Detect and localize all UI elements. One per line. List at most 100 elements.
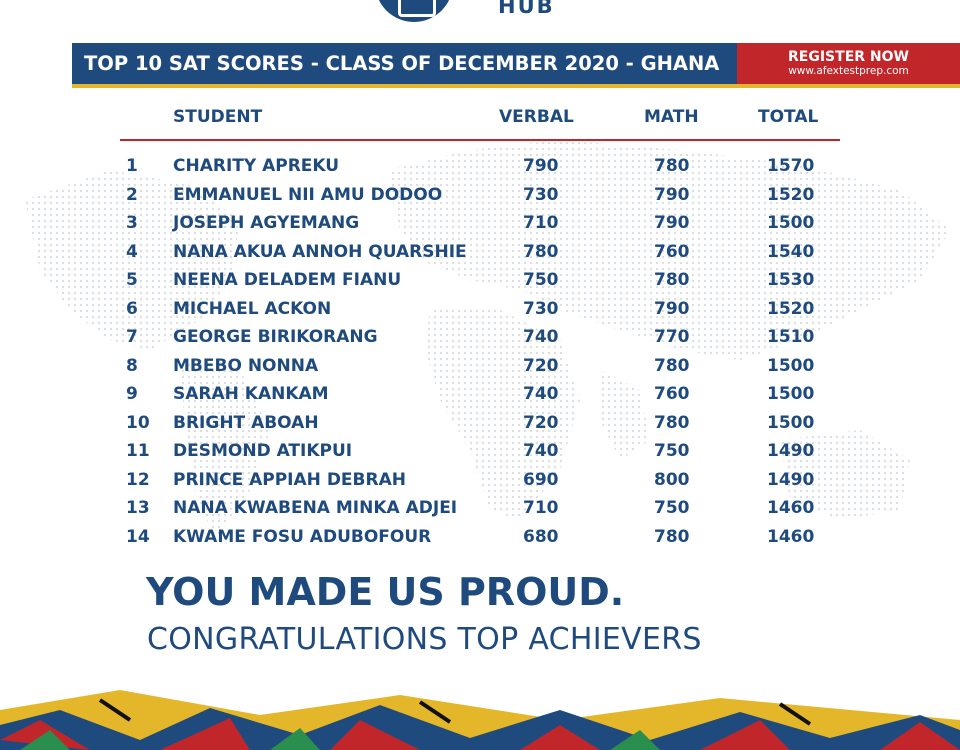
cell-rank: 5 [126, 270, 138, 290]
cell-rank: 2 [126, 184, 138, 205]
header-divider [120, 139, 840, 141]
cell-student-name: KWAME FOSU ADUBOFOUR [173, 526, 432, 547]
table-body: 1 CHARITY APREKU 790 780 1570 2 EMMANUEL NII A… [0, 152, 960, 551]
cell-total-score: 1520 [767, 298, 815, 319]
header-math: MATH [644, 107, 699, 127]
cell-total-score: 1500 [767, 213, 815, 233]
cell-student-name: DESMOND ATIKPUI [173, 441, 353, 461]
cell-rank: 9 [126, 384, 138, 404]
banner-title-block: TOP 10 SAT SCORES - CLASS OF DECEMBER 20… [72, 43, 737, 88]
cell-total-score: 1540 [767, 241, 815, 262]
cell-rank: 7 [126, 327, 138, 347]
table-row: 2 EMMANUEL NII AMU DODOO 730 790 1520 [0, 181, 960, 210]
cell-student-name: JOSEPH AGYEMANG [173, 213, 360, 233]
cell-verbal-score: 690 [523, 469, 559, 490]
cell-rank: 13 [126, 498, 150, 518]
table-row: 1 CHARITY APREKU 790 780 1570 [0, 152, 960, 181]
cell-verbal-score: 740 [523, 384, 559, 404]
cell-student-name: CHARITY APREKU [173, 156, 340, 176]
cell-math-score: 800 [654, 469, 690, 490]
decorative-pattern [0, 690, 960, 750]
cell-math-score: 780 [654, 270, 690, 290]
logo-text: HUB [498, 0, 555, 18]
cell-student-name: MICHAEL ACKON [173, 298, 332, 319]
table-row: 7 GEORGE BIRIKORANG 740 770 1510 [0, 323, 960, 352]
cell-total-score: 1500 [767, 355, 815, 376]
cell-math-score: 780 [654, 412, 690, 433]
cell-student-name: NEENA DELADEM FIANU [173, 270, 402, 290]
header-verbal: VERBAL [499, 107, 574, 127]
cell-student-name: NANA AKUA ANNOH QUARSHIE [173, 241, 467, 262]
header-total: TOTAL [758, 107, 819, 127]
cell-rank: 4 [126, 241, 138, 262]
cell-math-score: 790 [654, 298, 690, 319]
table-header: STUDENT VERBAL MATH TOTAL [0, 100, 960, 141]
cell-math-score: 780 [654, 156, 690, 176]
cell-rank: 8 [126, 355, 138, 376]
cell-verbal-score: 780 [523, 241, 559, 262]
cell-verbal-score: 740 [523, 327, 559, 347]
cell-verbal-score: 710 [523, 498, 559, 518]
cell-verbal-score: 790 [523, 156, 559, 176]
register-url-link[interactable]: www.afextestprep.com [788, 65, 909, 77]
table-row: 9 SARAH KANKAM 740 760 1500 [0, 380, 960, 409]
header-student: STUDENT [173, 107, 263, 127]
cell-total-score: 1530 [767, 270, 815, 290]
headline: YOU MADE US PROUD. [146, 570, 625, 614]
table-row: 5 NEENA DELADEM FIANU 750 780 1530 [0, 266, 960, 295]
cell-verbal-score: 740 [523, 441, 559, 461]
cell-rank: 3 [126, 213, 138, 233]
table-row: 6 MICHAEL ACKON 730 790 1520 [0, 295, 960, 324]
register-label: REGISTER NOW [788, 49, 909, 65]
cell-verbal-score: 720 [523, 355, 559, 376]
cell-rank: 11 [126, 441, 150, 461]
cell-math-score: 790 [654, 213, 690, 233]
cell-student-name: EMMANUEL NII AMU DODOO [173, 184, 443, 205]
cell-verbal-score: 710 [523, 213, 559, 233]
table-row: 12 PRINCE APPIAH DEBRAH 690 800 1490 [0, 466, 960, 495]
book-icon [398, 0, 436, 17]
cell-total-score: 1500 [767, 384, 815, 404]
cell-verbal-score: 730 [523, 184, 559, 205]
cell-total-score: 1460 [767, 498, 815, 518]
cell-student-name: PRINCE APPIAH DEBRAH [173, 469, 406, 490]
table-row: 14 KWAME FOSU ADUBOFOUR 680 780 1460 [0, 523, 960, 552]
cell-student-name: NANA KWABENA MINKA ADJEI [173, 498, 458, 518]
cell-rank: 10 [126, 412, 150, 433]
cell-rank: 1 [126, 156, 138, 176]
cell-student-name: SARAH KANKAM [173, 384, 329, 404]
cell-math-score: 780 [654, 355, 690, 376]
cell-math-score: 760 [654, 241, 690, 262]
cell-verbal-score: 750 [523, 270, 559, 290]
cell-total-score: 1570 [767, 156, 815, 176]
brand-logo: HUB [0, 0, 960, 30]
cell-total-score: 1520 [767, 184, 815, 205]
table-row: 11 DESMOND ATIKPUI 740 750 1490 [0, 437, 960, 466]
cell-total-score: 1500 [767, 412, 815, 433]
banner-title: TOP 10 SAT SCORES - CLASS OF DECEMBER 20… [84, 52, 720, 75]
cell-student-name: MBEBO NONNA [173, 355, 319, 376]
cell-verbal-score: 720 [523, 412, 559, 433]
cell-student-name: GEORGE BIRIKORANG [173, 327, 378, 347]
subheadline: CONGRATULATIONS TOP ACHIEVERS [147, 622, 702, 657]
table-row: 4 NANA AKUA ANNOH QUARSHIE 780 760 1540 [0, 238, 960, 267]
cell-rank: 14 [126, 526, 150, 547]
cell-math-score: 760 [654, 384, 690, 404]
cell-total-score: 1460 [767, 526, 815, 547]
cell-rank: 12 [126, 469, 150, 490]
register-now-button[interactable]: REGISTER NOW www.afextestprep.com [737, 43, 960, 88]
cell-rank: 6 [126, 298, 138, 319]
cell-student-name: BRIGHT ABOAH [173, 412, 319, 433]
cell-math-score: 770 [654, 327, 690, 347]
cell-math-score: 780 [654, 526, 690, 547]
cell-total-score: 1490 [767, 469, 815, 490]
cell-math-score: 750 [654, 498, 690, 518]
cell-math-score: 790 [654, 184, 690, 205]
scores-table: STUDENT VERBAL MATH TOTAL 1 CHARITY APREK… [0, 100, 960, 547]
table-row: 8 MBEBO NONNA 720 780 1500 [0, 352, 960, 381]
table-row: 3 JOSEPH AGYEMANG 710 790 1500 [0, 209, 960, 238]
cell-verbal-score: 730 [523, 298, 559, 319]
cell-verbal-score: 680 [523, 526, 559, 547]
table-row: 10 BRIGHT ABOAH 720 780 1500 [0, 409, 960, 438]
cell-total-score: 1490 [767, 441, 815, 461]
